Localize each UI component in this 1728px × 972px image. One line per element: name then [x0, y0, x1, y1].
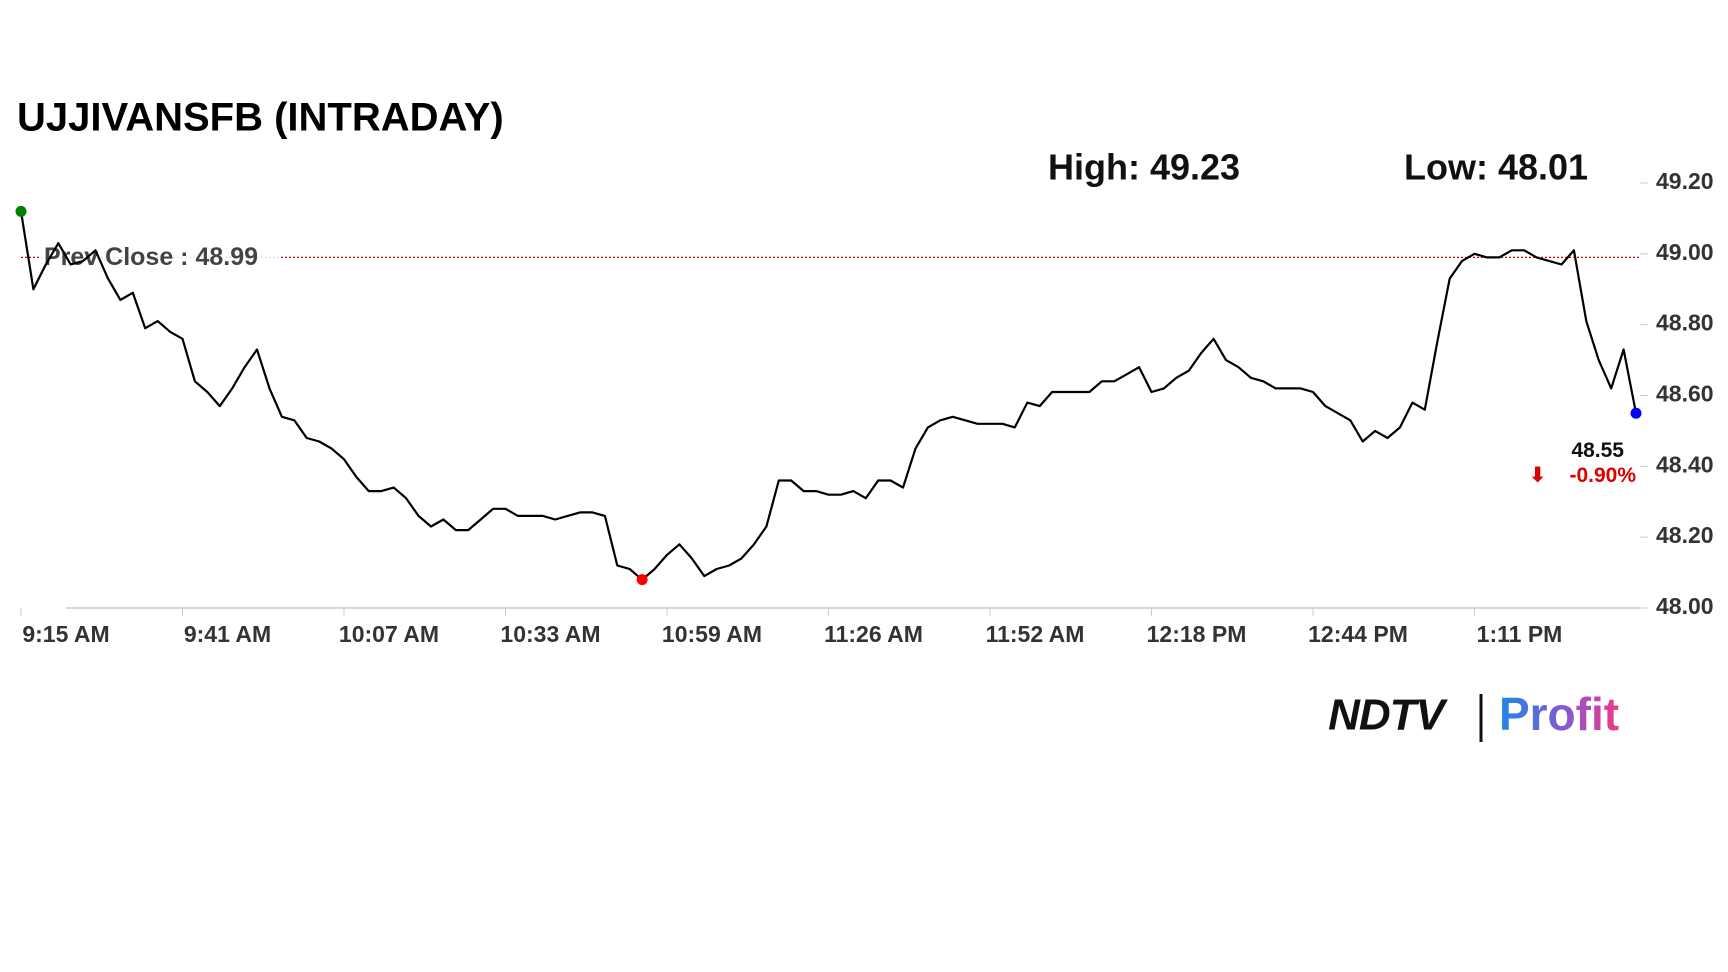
- y-tick-label: 49.00: [1656, 239, 1714, 265]
- x-tick-label: 12:44 PM: [1308, 621, 1408, 647]
- x-tick-label: 9:41 AM: [184, 621, 271, 647]
- prev-close-label: Prev Close : 48.99: [44, 243, 258, 271]
- y-tick-label: 48.40: [1656, 451, 1714, 477]
- y-tick-label: 48.60: [1656, 381, 1714, 407]
- x-tick-label: 11:26 AM: [824, 621, 923, 647]
- x-tick-label: 11:52 AM: [986, 621, 1085, 647]
- end-dot: [1630, 407, 1642, 419]
- x-tick-label: 10:07 AM: [339, 621, 439, 647]
- logo-ndtv: NDTV: [1328, 691, 1448, 740]
- logo-profit: Profit: [1499, 688, 1619, 740]
- high-label: High: 49.23: [1048, 147, 1240, 188]
- x-tick-label: 9:15 AM: [22, 621, 109, 647]
- x-tick-label: 10:59 AM: [662, 621, 762, 647]
- change-arrow: ⬇: [1529, 464, 1546, 486]
- y-tick-label: 48.80: [1656, 310, 1714, 336]
- x-tick-label: 12:18 PM: [1147, 621, 1247, 647]
- last-price-label: 48.55: [1571, 439, 1624, 462]
- low-dot: [636, 574, 648, 586]
- change-label: -0.90%: [1569, 464, 1636, 487]
- price-line: [19, 211, 1638, 581]
- y-tick-label: 48.20: [1656, 522, 1714, 548]
- start-dot: [15, 205, 27, 217]
- chart-title: UJJIVANSFB (INTRADAY): [17, 96, 504, 140]
- y-tick-label: 48.00: [1656, 593, 1714, 619]
- low-label: Low: 48.01: [1404, 147, 1588, 188]
- x-tick-label: 1:11 PM: [1477, 621, 1563, 647]
- y-tick-label: 49.20: [1656, 168, 1714, 194]
- x-tick-label: 10:33 AM: [500, 621, 600, 647]
- prev-close-bg: [40, 241, 280, 274]
